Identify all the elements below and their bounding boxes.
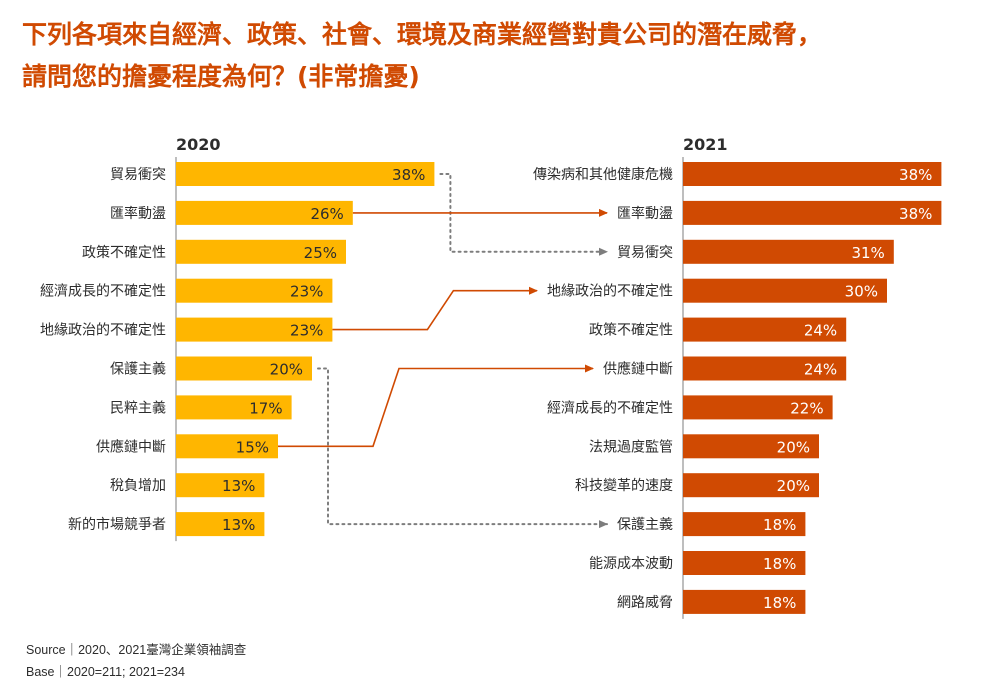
- category-label-2021-8: 科技變革的速度: [575, 478, 673, 494]
- base-note: Base｜2020=211; 2021=234: [26, 665, 185, 679]
- value-label-2020-5: 20%: [270, 361, 303, 379]
- category-label-2021-0: 傳染病和其他健康危機: [533, 166, 673, 183]
- bar-2021-6: [683, 395, 833, 420]
- value-label-2021-7: 20%: [777, 438, 810, 456]
- year-title-2021: 2021: [683, 135, 728, 154]
- bar-2021-0: [683, 162, 942, 186]
- bar-2021-2: [683, 239, 894, 264]
- category-label-2020-2: 政策不確定性: [82, 244, 166, 261]
- value-label-2021-5: 24%: [804, 361, 837, 379]
- value-label-2021-3: 30%: [845, 283, 878, 301]
- category-label-2020-3: 經濟成長的不確定性: [40, 284, 166, 300]
- bar-2020-9: [176, 512, 265, 537]
- panel-2021: 2021 38% 傳染病和其他健康危機 38% 匯率動盪 31% 貿易衝突 30% 地緣政治的不…: [533, 135, 942, 619]
- bar-2020-0: [176, 162, 435, 186]
- title-line-1: 下列各項來自經濟、政策、社會、環境及商業經營對貴公司的潛在威脅，: [22, 20, 823, 49]
- category-label-2021-7: 法規過度監管: [589, 438, 673, 455]
- category-label-2021-11: 網路威脅: [617, 595, 673, 611]
- category-label-2020-1: 匯率動盪: [110, 205, 166, 222]
- panel-2020: 2020 38% 貿易衝突 26% 匯率動盪 25% 政策不確定性 23% 經濟成長的不確定性 2…: [40, 135, 435, 542]
- bar-2020-6: [176, 395, 292, 420]
- connector-layer: [278, 173, 608, 529]
- value-label-2020-8: 13%: [222, 477, 255, 495]
- bar-2020-1: [176, 200, 353, 225]
- bar-2021-1: [683, 200, 942, 225]
- value-label-2021-0: 38%: [899, 166, 932, 184]
- value-label-2021-1: 38%: [899, 205, 932, 223]
- bar-2021-10: [683, 551, 806, 575]
- category-label-2021-5: 供應鏈中斷: [603, 361, 673, 378]
- bar-2021-9: [683, 512, 806, 537]
- category-label-2021-4: 政策不確定性: [589, 322, 673, 339]
- bar-2021-11: [683, 589, 806, 614]
- value-label-2020-9: 13%: [222, 516, 255, 534]
- category-label-2021-1: 匯率動盪: [617, 205, 673, 222]
- category-label-2021-6: 經濟成長的不確定性: [547, 400, 673, 416]
- category-label-2021-9: 保護主義: [617, 516, 673, 533]
- bar-2021-4: [683, 317, 847, 342]
- value-label-2020-7: 15%: [236, 438, 269, 456]
- connector-arrow-2: [332, 286, 538, 331]
- category-label-2021-3: 地緣政治的不確定性: [547, 284, 673, 300]
- year-title-2020: 2020: [176, 135, 221, 154]
- category-label-2021-10: 能源成本波動: [589, 556, 673, 572]
- title-line-2: 請問您的擔憂程度為何？(非常擔憂): [22, 62, 420, 91]
- category-label-2020-6: 民粹主義: [110, 399, 166, 416]
- bar-2021-5: [683, 356, 847, 381]
- value-label-2020-0: 38%: [392, 166, 425, 184]
- value-label-2021-11: 18%: [763, 594, 796, 612]
- value-label-2021-4: 24%: [804, 322, 837, 340]
- category-label-2020-4: 地緣政治的不確定性: [40, 323, 166, 339]
- value-label-2021-6: 22%: [790, 399, 823, 417]
- value-label-2020-6: 17%: [249, 399, 282, 417]
- value-label-2020-1: 26%: [310, 205, 343, 223]
- category-label-2021-2: 貿易衝突: [617, 245, 673, 261]
- bar-2021-7: [683, 434, 819, 459]
- category-label-2020-5: 保護主義: [110, 361, 166, 378]
- connector-arrow-4: [278, 364, 594, 448]
- bar-2020-4: [176, 317, 333, 342]
- category-label-2020-8: 稅負增加: [110, 478, 166, 494]
- category-label-2020-9: 新的市場競爭者: [68, 516, 166, 533]
- value-label-2020-3: 23%: [290, 283, 323, 301]
- bar-2020-3: [176, 278, 333, 303]
- bar-2020-2: [176, 239, 346, 264]
- value-label-2021-2: 31%: [851, 244, 884, 262]
- category-label-2020-7: 供應鏈中斷: [96, 438, 166, 455]
- chart-title: 下列各項來自經濟、政策、社會、環境及商業經營對貴公司的潛在威脅， 請問您的擔憂程…: [22, 14, 982, 98]
- value-label-2021-8: 20%: [777, 477, 810, 495]
- connector-arrow-3: [317, 367, 608, 529]
- value-label-2021-10: 18%: [763, 555, 796, 573]
- source-note: Source｜2020、2021臺灣企業領袖調查: [26, 643, 247, 657]
- bar-2020-8: [176, 473, 265, 498]
- category-label-2020-0: 貿易衝突: [110, 167, 166, 183]
- bar-2020-5: [176, 356, 312, 381]
- value-label-2020-2: 25%: [304, 244, 337, 262]
- value-label-2021-9: 18%: [763, 516, 796, 534]
- value-label-2020-4: 23%: [290, 322, 323, 340]
- bar-2020-7: [176, 434, 278, 459]
- bar-2021-8: [683, 473, 819, 498]
- bar-2021-3: [683, 278, 887, 303]
